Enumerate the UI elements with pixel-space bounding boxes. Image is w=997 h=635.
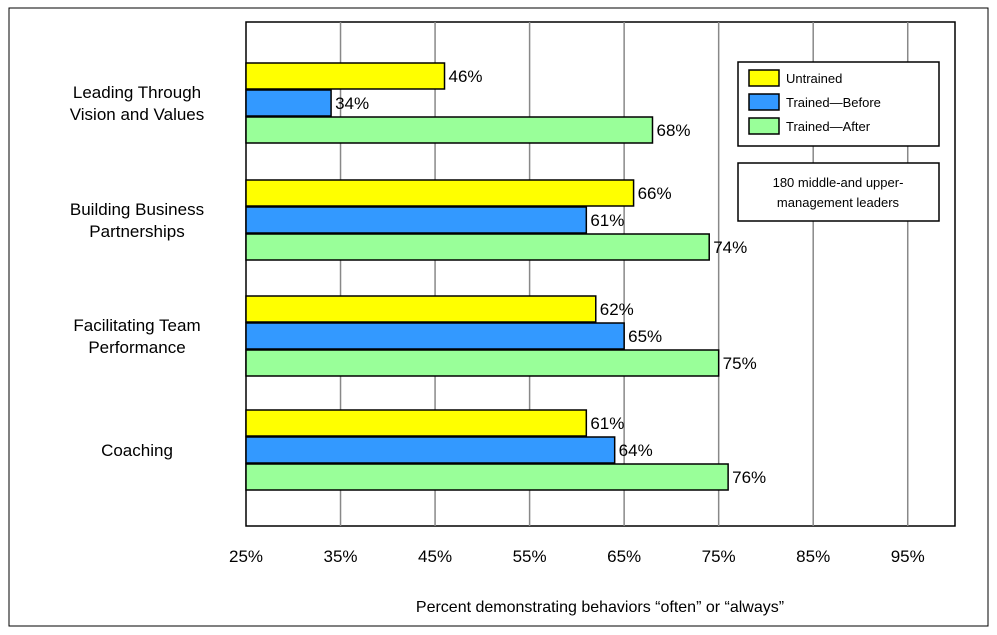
data-label: 64% [619,441,653,460]
legend-swatch [748,93,780,111]
bar [245,179,635,207]
data-label: 61% [590,414,624,433]
x-axis-ticks: 25% 35% 45% 55% 65% 75% 85% 95% [229,547,925,566]
bar [245,463,729,491]
x-tick-label: 95% [891,547,925,566]
bar [245,349,720,377]
category-label: Leading Through [73,83,201,102]
data-label: 46% [449,67,483,86]
legend-swatch [748,117,780,135]
data-label: 75% [723,354,757,373]
data-label: 68% [656,121,690,140]
x-tick-label: 25% [229,547,263,566]
x-tick-label: 85% [796,547,830,566]
legend-label: Untrained [786,71,842,86]
data-label: 66% [638,184,672,203]
bar [245,436,616,464]
x-tick-label: 45% [418,547,452,566]
legend: Untrained Trained—Before Trained—After [737,61,940,147]
category-label: Vision and Values [70,105,205,124]
data-label: 74% [713,238,747,257]
bar [245,409,588,437]
bar [245,206,588,234]
bar [245,233,710,261]
x-tick-label: 55% [513,547,547,566]
bar [245,89,332,117]
category-label: Performance [88,338,185,357]
x-axis-title: Percent demonstrating behaviors “often” … [416,599,784,616]
legend-swatch [748,69,780,87]
note-box-frame [737,162,940,222]
note-text: 180 middle-and upper- [773,175,904,190]
category-label: Partnerships [89,222,184,241]
bar [245,116,654,144]
data-label: 62% [600,300,634,319]
bars [245,62,729,491]
value-labels: 46% 34% 68% 66% 61% 74% 62% 65% 75% 61% 64% 76% [335,67,766,487]
note-text: management leaders [777,195,900,210]
bar [245,295,597,323]
category-label: Building Business [70,200,204,219]
legend-label: Trained—After [786,119,871,134]
category-label: Facilitating Team [73,316,200,335]
category-labels: Leading Through Vision and Values Building… [70,83,205,460]
x-tick-label: 35% [324,547,358,566]
data-label: 34% [335,94,369,113]
data-label: 76% [732,468,766,487]
note-box: 180 middle-and upper-management leaders [737,162,940,222]
legend-label: Trained—Before [786,95,881,110]
data-label: 61% [590,211,624,230]
bar [245,62,446,90]
category-label: Coaching [101,441,173,460]
bar [245,322,625,350]
data-label: 65% [628,327,662,346]
x-tick-label: 65% [607,547,641,566]
x-tick-label: 75% [702,547,736,566]
